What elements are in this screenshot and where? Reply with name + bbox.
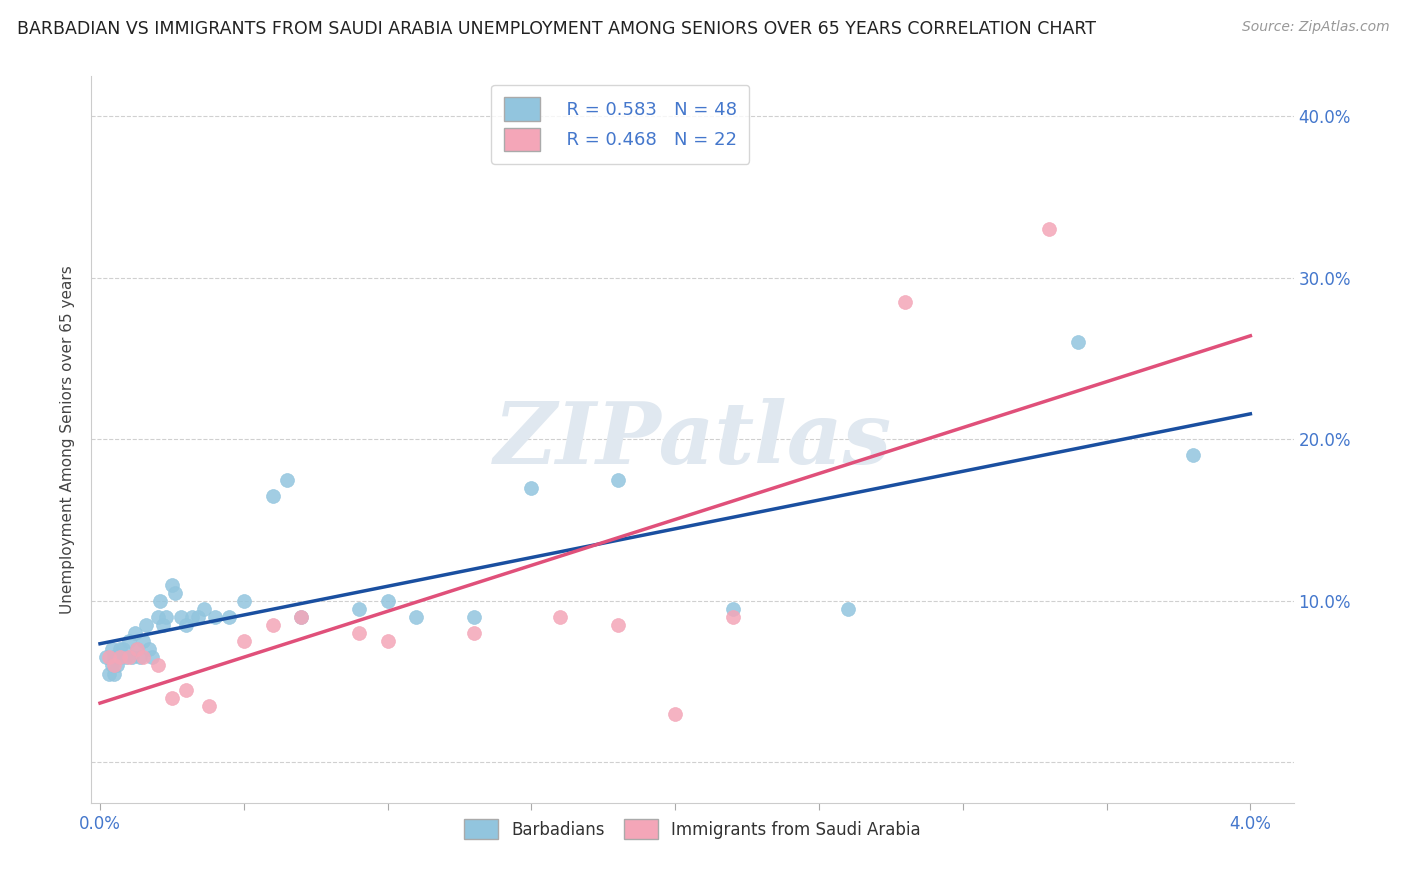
Point (132, 650, 155, 665)
Point (118, 650, 141, 665)
Point (290, 610, 312, 624)
Point (463, 610, 485, 624)
Point (129, 650, 152, 665)
Point (97, 650, 120, 665)
Point (127, 642, 149, 657)
Point (132, 634, 155, 648)
Point (163, 586, 186, 600)
Point (146, 658, 169, 673)
Text: BARBADIAN VS IMMIGRANTS FROM SAUDI ARABIA UNEMPLOYMENT AMONG SENIORS OVER 65 YEA: BARBADIAN VS IMMIGRANTS FROM SAUDI ARABI… (17, 20, 1095, 37)
Point (276, 473, 298, 487)
Point (94, 650, 117, 665)
Point (721, 610, 744, 624)
Point (894, 295, 917, 310)
Point (290, 610, 312, 624)
Point (124, 626, 146, 640)
Point (664, 706, 686, 721)
Point (135, 618, 157, 632)
Point (155, 610, 177, 624)
Point (1067, 335, 1090, 350)
Point (121, 650, 143, 665)
Point (105, 650, 128, 665)
Point (262, 618, 284, 632)
Point (377, 634, 399, 648)
Point (377, 594, 399, 608)
Point (160, 578, 183, 592)
Point (100, 642, 122, 657)
Point (111, 642, 135, 657)
Point (174, 618, 197, 632)
Point (204, 610, 226, 624)
Point (174, 682, 197, 697)
Point (127, 642, 149, 657)
Point (108, 650, 131, 665)
Point (1038, 222, 1060, 236)
Point (160, 690, 183, 705)
Point (149, 594, 172, 608)
Point (103, 666, 125, 681)
Point (405, 610, 427, 624)
Point (138, 642, 160, 657)
Point (606, 473, 628, 487)
Legend: Barbadians, Immigrants from Saudi Arabia: Barbadians, Immigrants from Saudi Arabia (457, 813, 928, 846)
Text: ZIPatlas: ZIPatlas (494, 398, 891, 481)
Point (193, 602, 215, 616)
Point (115, 650, 138, 665)
Point (198, 698, 221, 713)
Point (181, 610, 204, 624)
Point (520, 481, 543, 495)
Point (347, 626, 370, 640)
Point (108, 642, 131, 657)
Point (187, 610, 209, 624)
Y-axis label: Unemployment Among Seniors over 65 years: Unemployment Among Seniors over 65 years (60, 265, 76, 614)
Point (100, 658, 122, 673)
Point (103, 650, 125, 665)
Point (347, 602, 370, 616)
Point (262, 489, 284, 503)
Point (218, 610, 240, 624)
Point (837, 602, 859, 616)
Point (152, 618, 174, 632)
Point (108, 650, 131, 665)
Point (232, 634, 254, 648)
Point (141, 650, 163, 665)
Point (105, 658, 128, 673)
Point (232, 594, 254, 608)
Point (118, 634, 141, 648)
Point (606, 618, 628, 632)
Point (146, 610, 169, 624)
Point (463, 626, 485, 640)
Point (1181, 449, 1204, 463)
Point (103, 658, 125, 673)
Point (97, 666, 120, 681)
Text: Source: ZipAtlas.com: Source: ZipAtlas.com (1241, 20, 1389, 34)
Point (721, 602, 744, 616)
Point (548, 610, 571, 624)
Point (169, 610, 191, 624)
